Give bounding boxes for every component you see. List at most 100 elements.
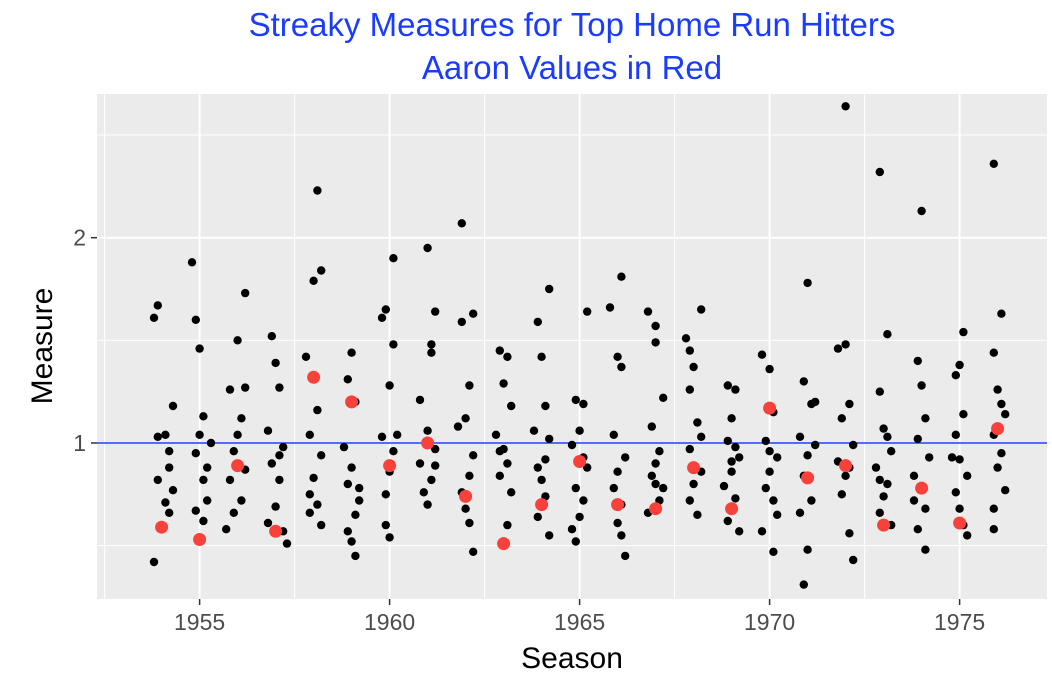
data-point (647, 471, 656, 480)
data-point (165, 508, 174, 517)
data-point (795, 508, 805, 517)
data-point (351, 510, 360, 519)
highlight-point (383, 459, 397, 473)
data-point (765, 447, 774, 456)
data-point (647, 422, 656, 431)
highlight-point (345, 395, 359, 409)
data-point (427, 340, 436, 349)
x-tick-label: 1975 (934, 609, 985, 635)
data-point (495, 447, 504, 456)
data-point (875, 167, 884, 177)
data-point (313, 186, 322, 195)
data-point (613, 467, 622, 476)
data-point (609, 483, 618, 493)
data-point (693, 418, 702, 427)
data-point (389, 447, 398, 456)
data-point (571, 395, 580, 405)
data-point (503, 520, 512, 530)
data-point (241, 288, 250, 298)
data-point (317, 451, 326, 460)
data-point (275, 451, 284, 460)
data-point (191, 506, 200, 515)
data-point (423, 500, 432, 509)
data-point (921, 414, 930, 423)
data-point (465, 518, 474, 528)
data-point (313, 500, 322, 509)
data-point (841, 102, 850, 111)
data-point (845, 529, 854, 538)
data-point (168, 401, 178, 411)
data-point (609, 430, 618, 439)
data-point (993, 463, 1002, 472)
highlight-point (193, 533, 207, 546)
highlight-point (573, 455, 587, 468)
data-point (909, 471, 919, 480)
data-point (659, 483, 668, 493)
y-tick-label: 2 (73, 225, 86, 251)
data-point (925, 453, 934, 462)
data-point (727, 414, 736, 423)
data-point (689, 479, 698, 489)
data-point (199, 412, 208, 421)
data-point (955, 504, 964, 513)
highlight-point (991, 422, 1005, 436)
data-point (773, 453, 782, 462)
y-axis-title: Measure (26, 288, 59, 405)
data-point (537, 475, 546, 485)
data-point (381, 305, 390, 314)
data-point (275, 383, 284, 392)
data-point (191, 315, 200, 324)
data-point (339, 442, 349, 452)
data-point (237, 496, 246, 505)
highlight-point (725, 502, 739, 516)
data-point (165, 463, 174, 472)
data-point (309, 276, 318, 285)
data-point (165, 447, 174, 456)
data-point (469, 547, 478, 556)
data-point (275, 475, 284, 485)
data-point (168, 486, 178, 495)
data-point (545, 434, 554, 444)
data-point (833, 344, 843, 353)
data-point (875, 508, 884, 517)
data-point (651, 479, 660, 489)
data-point (643, 307, 653, 316)
data-point (883, 330, 892, 339)
data-point (199, 516, 208, 526)
data-point (461, 504, 470, 513)
data-point (837, 490, 846, 499)
data-point (951, 371, 960, 380)
data-point (191, 449, 200, 458)
data-point (229, 447, 238, 456)
data-point (795, 432, 805, 441)
data-point (761, 483, 770, 493)
data-point (233, 430, 242, 439)
data-point (735, 527, 744, 536)
data-point (567, 440, 577, 450)
data-point (989, 525, 998, 534)
plot-panel (97, 94, 1047, 599)
data-point (807, 496, 816, 505)
highlight-point (953, 516, 967, 530)
data-point (655, 447, 664, 456)
data-point (161, 430, 170, 439)
data-point (887, 447, 896, 456)
data-point (453, 422, 463, 431)
data-point (723, 381, 732, 390)
data-point (571, 483, 580, 493)
highlight-point (763, 401, 777, 415)
data-point (385, 533, 394, 542)
data-point (583, 463, 592, 472)
data-point (469, 451, 478, 460)
data-point (651, 321, 660, 331)
data-point (659, 393, 668, 402)
data-point (313, 405, 322, 415)
data-point (267, 459, 276, 468)
data-point (533, 463, 542, 472)
data-point (757, 350, 767, 359)
data-point (731, 385, 740, 394)
data-point (617, 362, 626, 372)
data-point (545, 531, 554, 540)
data-point (845, 399, 854, 409)
